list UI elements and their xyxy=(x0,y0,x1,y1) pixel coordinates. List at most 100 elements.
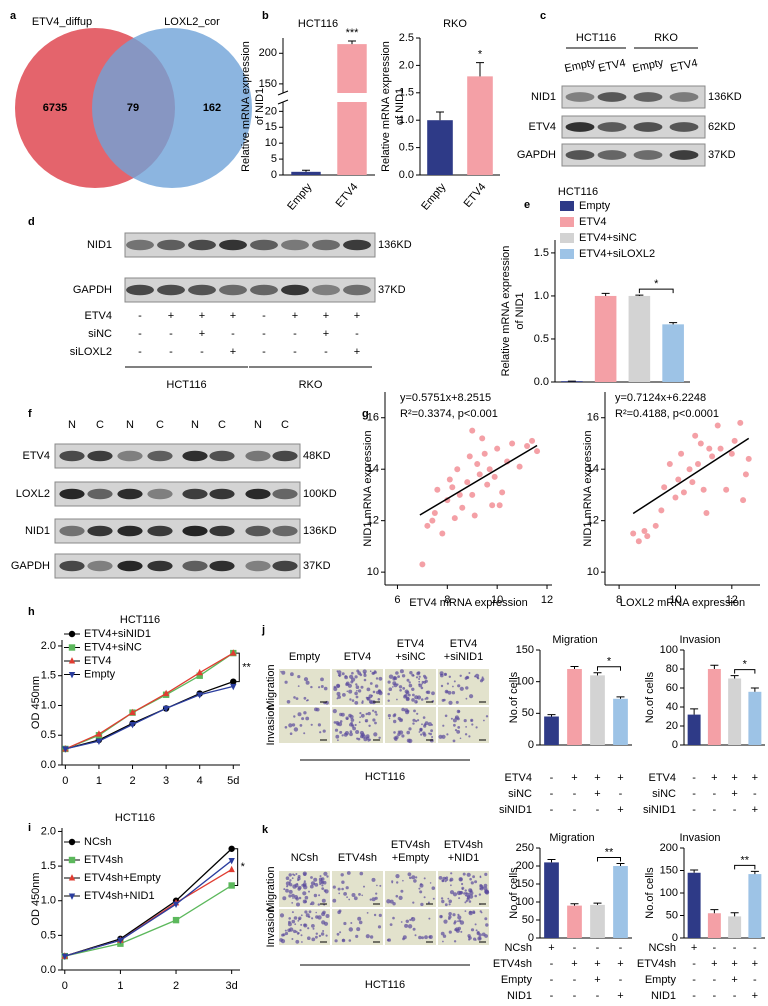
stained-cell xyxy=(321,898,326,903)
y-tick-label: 0 xyxy=(528,932,534,944)
condition-sign: + xyxy=(594,958,600,970)
protein-label: GAPDH xyxy=(73,284,112,296)
stained-cell xyxy=(429,738,434,743)
stained-cell xyxy=(322,930,325,932)
condition-label: NID1 xyxy=(651,990,676,1002)
row-label: Migration xyxy=(265,664,277,709)
stained-cell xyxy=(430,729,433,733)
stained-cell xyxy=(445,876,449,879)
stained-cell xyxy=(418,887,421,890)
stained-cell xyxy=(310,685,313,689)
stained-cell xyxy=(363,885,365,888)
legend-marker xyxy=(68,874,76,881)
y-tick-label: 40 xyxy=(666,701,678,713)
x-tick-label: 0 xyxy=(62,775,68,787)
legend-label: ETV4+siLOXL2 xyxy=(579,248,655,260)
point xyxy=(228,865,235,873)
stained-cell xyxy=(445,878,449,881)
point xyxy=(454,466,461,473)
error-bar xyxy=(593,672,602,676)
stained-cell xyxy=(423,733,427,737)
condition-sign: + xyxy=(594,974,600,986)
condition-sign: - xyxy=(692,772,696,784)
stained-cell xyxy=(348,713,352,718)
error-bar xyxy=(690,869,699,873)
condition-sign: - xyxy=(596,804,600,816)
stained-cell xyxy=(406,678,410,682)
stained-cell xyxy=(295,697,299,700)
condition-sign: - xyxy=(619,788,623,800)
stained-cell xyxy=(423,877,426,880)
stained-cell xyxy=(321,912,326,917)
point xyxy=(723,486,730,493)
stained-cell xyxy=(326,875,329,878)
blot-band xyxy=(147,560,173,572)
stained-cell xyxy=(439,914,443,919)
stained-cell xyxy=(357,671,362,675)
lane-label: N xyxy=(126,419,134,431)
blot-band xyxy=(182,450,208,462)
stained-cell xyxy=(409,671,413,675)
stained-cell xyxy=(355,730,360,734)
legend-label: Empty xyxy=(579,200,611,212)
stained-cell xyxy=(450,872,453,875)
condition-sign: + xyxy=(731,974,737,986)
blot-band xyxy=(117,525,143,537)
stained-cell xyxy=(368,694,373,699)
stained-cell xyxy=(318,934,322,938)
stained-cell xyxy=(319,731,322,734)
condition-sign: - xyxy=(138,310,142,322)
point xyxy=(228,857,235,865)
chart-title: HCT116 xyxy=(115,812,155,824)
stained-cell xyxy=(373,732,378,737)
condition-sign: + xyxy=(571,958,577,970)
point xyxy=(635,538,642,545)
y-tick-label: 10 xyxy=(367,566,379,578)
blot-band xyxy=(633,92,663,102)
y-tick-label: 200 xyxy=(259,47,277,59)
point xyxy=(714,422,721,429)
stained-cell xyxy=(475,929,478,932)
bar xyxy=(590,675,605,745)
stained-cell xyxy=(300,914,303,917)
stained-cell xyxy=(366,912,369,914)
panel-letter: b xyxy=(262,10,269,22)
stained-cell xyxy=(412,927,416,931)
bar xyxy=(728,916,742,938)
stained-cell xyxy=(291,902,294,904)
annotation: y=0.5751x+8.2515 xyxy=(400,392,491,404)
error-bar xyxy=(750,687,759,692)
y-tick-label: 200 xyxy=(660,842,678,854)
condition-label: ETV4sh xyxy=(637,958,676,970)
stained-cell xyxy=(410,917,416,922)
stained-cell xyxy=(421,723,423,726)
cell-line-label: RKO xyxy=(654,32,678,44)
condition-sign: + xyxy=(731,772,737,784)
stained-cell xyxy=(387,938,391,942)
legend-marker xyxy=(68,630,76,638)
stained-cell xyxy=(485,715,489,718)
stained-cell xyxy=(354,691,358,696)
condition-sign: + xyxy=(354,310,360,322)
stained-cell xyxy=(286,700,291,704)
blot-band xyxy=(272,560,298,572)
stained-cell xyxy=(354,701,359,705)
stained-cell xyxy=(418,675,421,678)
stained-cell xyxy=(429,732,433,736)
stained-cell xyxy=(474,880,478,884)
stained-cell xyxy=(341,938,346,943)
stained-cell xyxy=(311,924,315,928)
stained-cell xyxy=(332,885,336,889)
stained-cell xyxy=(475,726,478,729)
x-tick-label: 5d xyxy=(227,775,239,787)
stained-cell xyxy=(299,929,302,932)
y-tick-label: 10 xyxy=(265,137,277,149)
stained-cell xyxy=(355,695,359,699)
stained-cell xyxy=(431,736,434,738)
chart-title: HCT116 xyxy=(298,18,338,30)
x-tick-label: 3 xyxy=(163,775,169,787)
stained-cell xyxy=(459,877,463,881)
stained-cell xyxy=(414,700,418,704)
stained-cell xyxy=(408,683,413,688)
column-label: +NID1 xyxy=(448,852,480,864)
